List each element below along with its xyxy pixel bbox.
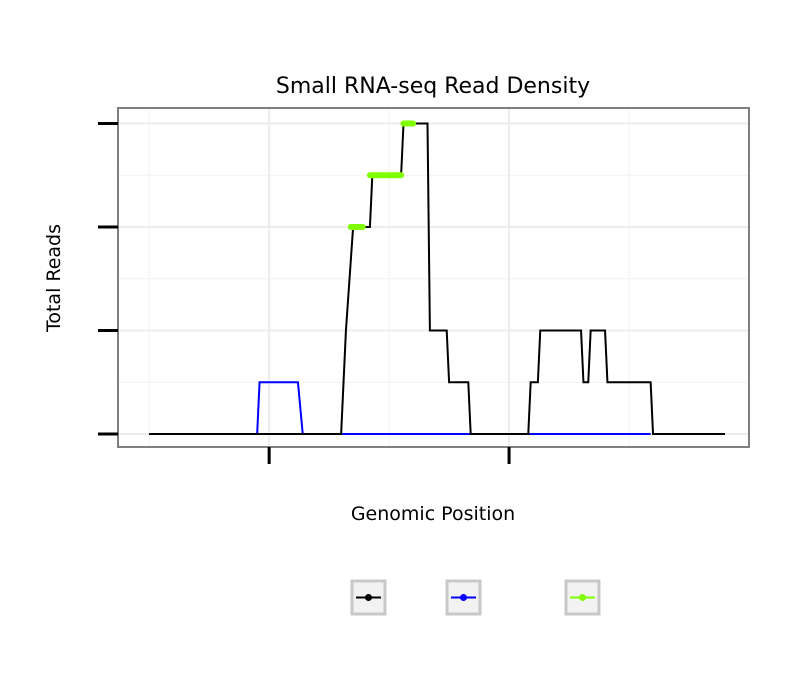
series-layer <box>149 120 726 436</box>
y-axis <box>98 122 118 436</box>
chart-title: Small RNA-seq Read Density <box>276 74 590 99</box>
x-axis <box>267 447 511 464</box>
plot-background <box>118 108 749 447</box>
legend-key-dot <box>579 594 586 601</box>
legend-key-dot <box>460 594 467 601</box>
y-axis-label: Total Reads <box>43 224 65 333</box>
legend-key-dot <box>365 594 372 601</box>
legend <box>350 579 601 616</box>
x-axis-label: Genomic Position <box>351 503 515 525</box>
plot-border <box>117 107 750 448</box>
